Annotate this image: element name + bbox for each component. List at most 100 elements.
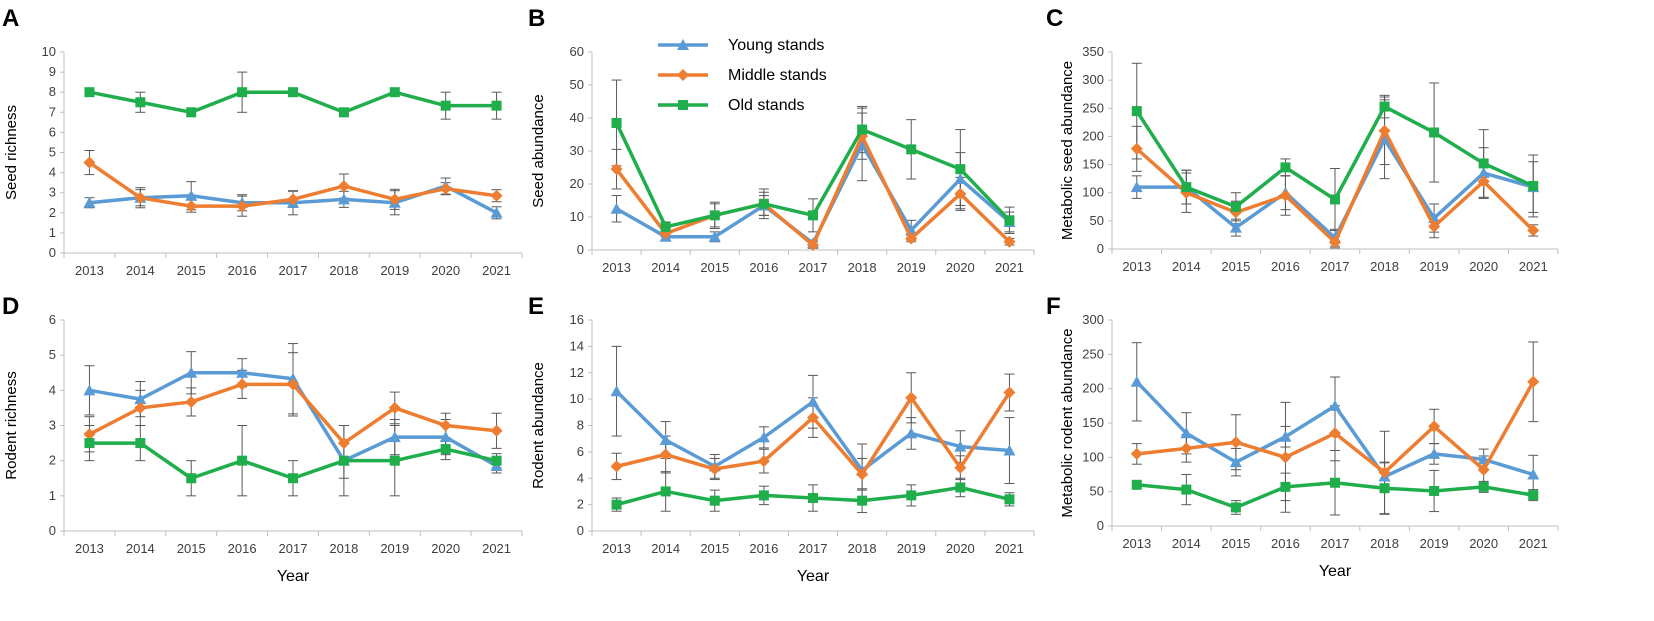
data-point-middle <box>954 187 967 200</box>
x-tick-label: 2019 <box>380 263 409 278</box>
y-tick-label: 4 <box>577 470 584 485</box>
data-point-old <box>1478 158 1489 169</box>
data-point-middle <box>236 378 249 391</box>
data-point-old <box>1330 477 1340 488</box>
y-tick-label: 0 <box>577 523 584 538</box>
data-point-old <box>857 495 868 506</box>
data-point-young <box>287 372 299 384</box>
data-point-middle <box>905 232 918 245</box>
data-point-young <box>1527 468 1540 480</box>
data-point-middle <box>236 200 249 213</box>
data-point-middle <box>1229 436 1242 449</box>
x-tick-label: 2015 <box>700 260 729 275</box>
data-point-old <box>611 117 622 128</box>
x-tick-label: 2020 <box>946 541 975 556</box>
legend-label-young: Young stands <box>728 37 824 54</box>
x-tick-label: 2021 <box>482 541 511 556</box>
y-tick-label: 200 <box>1082 128 1104 143</box>
x-tick-label: 2013 <box>75 263 104 278</box>
data-point-young <box>1003 444 1016 456</box>
data-point-middle <box>1329 236 1341 249</box>
data-point-middle <box>439 419 452 432</box>
y-axis-label: Seed richness <box>3 105 20 200</box>
x-tick-label: 2019 <box>1420 536 1449 551</box>
data-point-old <box>808 493 818 504</box>
y-tick-label: 10 <box>42 44 56 59</box>
data-point-young <box>1130 181 1143 193</box>
y-axis-label: Rodent abundance <box>530 362 547 489</box>
y-tick-label: 10 <box>570 209 584 224</box>
legend-marker-middle <box>677 69 689 81</box>
data-point-middle <box>287 193 299 206</box>
x-tick-label: 2013 <box>75 541 104 556</box>
data-point-young <box>439 431 452 443</box>
chart-panel-d: D 0 1 2 3 4 5 6 2013 2014 2015 2016 2017 2018 2019 2020… <box>2 293 523 585</box>
data-point-middle <box>1279 189 1292 202</box>
y-axis-label: Rodent richness <box>3 371 20 479</box>
data-point-middle <box>388 193 401 206</box>
y-tick-label: 250 <box>1082 346 1104 361</box>
data-point-young <box>610 385 623 397</box>
data-point-middle <box>807 239 819 252</box>
data-point-middle <box>954 461 967 474</box>
data-point-old <box>237 87 248 98</box>
y-tick-label: 300 <box>1082 312 1104 327</box>
x-tick-label: 2017 <box>1321 259 1350 274</box>
y-tick-label: 100 <box>1082 185 1104 200</box>
data-point-young <box>1329 399 1341 411</box>
y-tick-label: 150 <box>1082 157 1104 172</box>
x-tick-label: 2019 <box>380 541 409 556</box>
chart-panel-b: B 0 10 20 30 40 50 60 2013 2014 2015 2016 2017 2018 20… <box>528 5 1035 275</box>
y-tick-label: 5 <box>49 347 56 362</box>
data-point-old <box>1004 494 1015 505</box>
data-point-old <box>389 455 400 466</box>
data-point-young <box>807 395 819 407</box>
data-point-young <box>954 440 967 452</box>
y-tick-label: 8 <box>49 84 56 99</box>
chart-panel-f: F 0 50 100 150 200 250 300 2013 2014 2015 2016 2017 2… <box>1046 293 1559 580</box>
y-tick-label: 10 <box>570 391 584 406</box>
data-point-old <box>1330 194 1340 205</box>
legend-marker-young <box>677 39 689 50</box>
y-tick-label: 4 <box>49 382 56 397</box>
data-point-middle <box>1180 442 1193 455</box>
x-tick-label: 2020 <box>1469 259 1498 274</box>
data-point-young <box>954 173 967 185</box>
panel-letter: A <box>2 5 19 32</box>
data-point-middle <box>83 428 96 441</box>
x-axis-label: Year <box>797 568 830 585</box>
data-point-middle <box>185 395 198 408</box>
x-axis-label: Year <box>277 568 310 585</box>
data-point-middle <box>708 463 721 476</box>
data-point-old <box>1478 481 1489 492</box>
y-tick-label: 50 <box>1090 213 1104 228</box>
data-point-middle <box>610 163 623 176</box>
data-point-middle <box>134 191 147 204</box>
x-tick-label: 2020 <box>431 541 460 556</box>
data-point-middle <box>1428 220 1441 233</box>
data-point-old <box>660 221 671 232</box>
data-point-young <box>388 431 401 443</box>
data-point-young <box>708 230 721 242</box>
x-tick-label: 2014 <box>1172 259 1201 274</box>
x-axis-label: Year <box>1319 563 1352 580</box>
data-point-young <box>905 427 918 439</box>
data-point-young <box>83 196 96 208</box>
data-point-old <box>1131 106 1142 117</box>
data-point-old <box>808 210 818 221</box>
data-point-old <box>440 444 451 455</box>
data-point-middle <box>1378 466 1391 479</box>
data-point-middle <box>287 378 299 391</box>
y-tick-label: 50 <box>570 77 584 92</box>
y-tick-label: 200 <box>1082 381 1104 396</box>
data-point-old <box>237 455 248 466</box>
panel-letter: D <box>2 293 19 320</box>
x-tick-label: 2019 <box>897 260 926 275</box>
y-tick-label: 1 <box>49 225 56 240</box>
x-tick-label: 2017 <box>799 260 828 275</box>
x-tick-label: 2021 <box>1519 259 1548 274</box>
data-point-young <box>1428 447 1441 459</box>
legend: Young stands Middle stands Old stands <box>658 37 827 114</box>
data-point-old <box>857 124 868 135</box>
chart-panel-c: C 0 50 100 150 200 250 300 350 2013 2014 2015 2016 20… <box>1046 5 1559 274</box>
